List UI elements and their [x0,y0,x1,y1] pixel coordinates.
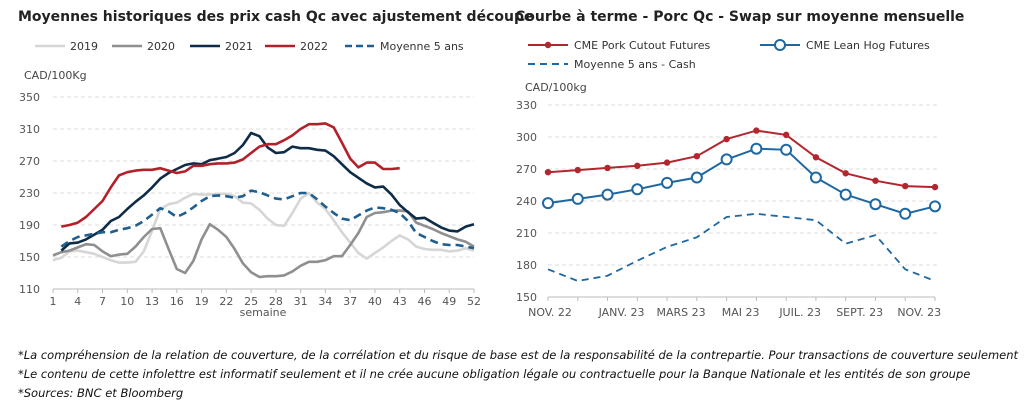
data-point [872,177,879,184]
y-axis-label: CAD/100kg [525,81,587,94]
data-point [631,183,644,196]
y-tick-label: 150 [19,251,40,264]
x-tick-label: MAI 23 [722,306,760,319]
x-tick-label: 34 [318,295,332,308]
data-point [899,207,912,220]
data-point [693,153,701,160]
x-tick-label: 28 [269,295,283,308]
legend-label: CME Pork Cutout Futures [574,39,710,52]
x-tick-label: SEPT. 23 [836,306,883,319]
data-point [902,182,909,190]
data-point [809,171,822,184]
x-tick-label: 25 [244,295,258,308]
data-point [753,127,760,134]
x-tick-label: NOV. 22 [528,306,572,319]
data-point [812,154,820,161]
y-tick-label: 240 [516,195,537,208]
charts-svg: 110 150 190 230 270 310 350 1 4 7 10 13 16 19 22 25 28 31… [19,39,941,319]
series-line [547,212,936,282]
data-point [544,169,552,176]
data-point [723,135,730,143]
data-point [601,188,614,201]
x-tick-label: 22 [219,295,233,308]
footer-note-1: *La compréhension de la relation de couv… [18,348,1019,362]
y-tick-label: 230 [19,187,40,200]
legend-label: 2021 [225,40,253,53]
series-line-2021 [60,131,475,252]
data-point [929,200,941,213]
data-point [839,188,852,201]
y-tick-label: 180 [516,259,537,272]
legend-label: CME Lean Hog Futures [806,39,930,52]
data-point [634,162,641,169]
series-line [547,129,936,189]
x-tick-label: 13 [145,295,159,308]
data-point [542,197,554,210]
legend-label: Moyenne 5 ans - Cash [574,58,696,71]
data-point [750,142,763,155]
footer-note-3: *Sources: BNC et Bloomberg [18,386,184,400]
data-point [663,159,671,166]
data-point [574,166,581,174]
x-tick-label: JUIL. 23 [778,306,821,319]
x-tick-label: 19 [195,295,209,308]
x-tick-label: 37 [343,295,357,308]
y-tick-label: 210 [516,227,537,240]
x-tick-label: JANV. 23 [598,306,645,319]
y-tick-label: 270 [516,163,537,176]
data-point [604,164,611,172]
y-tick-label: 330 [516,99,537,112]
x-tick-label: 43 [393,295,407,308]
y-tick-label: 350 [19,91,40,104]
series-line-moyenne-5-ans [60,189,475,250]
x-tick-label: 49 [442,295,456,308]
data-point [690,171,703,184]
data-point [571,192,584,205]
data-point [842,170,849,177]
legend-label: 2019 [70,40,98,53]
series-line-2020 [52,209,475,279]
x-tick-label: 46 [417,295,431,308]
x-tick-label: 7 [99,295,106,308]
data-point [661,176,674,189]
series-line-2019 [52,191,475,264]
legend-label: 2022 [300,40,328,53]
data-point [780,143,793,156]
x-tick-label: 10 [120,295,134,308]
legend-marker [544,41,552,49]
x-axis-label: semaine [240,306,287,319]
y-tick-label: 310 [19,123,40,136]
data-point [782,131,790,139]
y-axis-label: CAD/100Kg [24,69,87,82]
legend-label: 2020 [147,40,175,53]
x-tick-label: NOV. 23 [897,306,941,319]
data-point [869,198,882,211]
right-chart-title: Courbe à terme - Porc Qc - Swap sur moye… [515,9,965,25]
footer-note-2: *Le contenu de cette infolettre est info… [18,367,971,381]
x-tick-label: 16 [170,295,184,308]
data-point [720,153,733,166]
y-tick-label: 190 [19,219,40,232]
y-tick-label: 270 [19,155,40,168]
x-tick-label: 52 [467,295,481,308]
legend-marker [774,39,786,51]
data-point [931,183,939,191]
x-tick-label: 31 [294,295,308,308]
y-tick-label: 300 [516,131,537,144]
series-line-2022 [61,122,400,228]
x-tick-label: 4 [74,295,81,308]
y-tick-label: 110 [19,283,40,296]
x-tick-label: MARS 23 [657,306,706,319]
legend-label: Moyenne 5 ans [380,40,464,53]
y-tick-label: 150 [516,291,537,304]
x-tick-label: 40 [368,295,382,308]
left-chart-title: Moyennes historiques des prix cash Qc av… [18,9,534,25]
x-tick-label: 1 [50,295,57,308]
